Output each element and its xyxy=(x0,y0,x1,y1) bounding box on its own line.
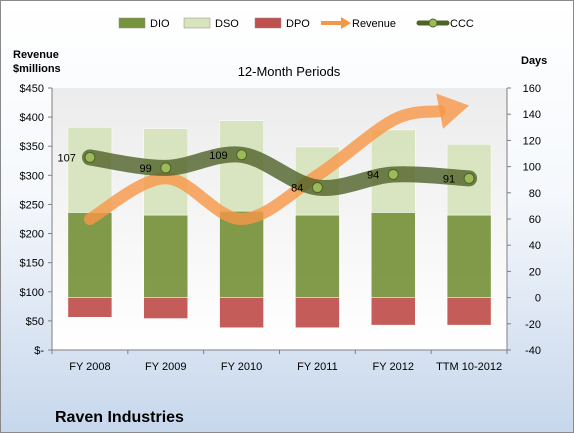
legend-label-dpo: DPO xyxy=(286,18,310,30)
right-tick-label-9: 140 xyxy=(523,109,541,121)
ccc-label-2: 109 xyxy=(209,150,227,162)
legend: DIO DSO DPO Revenue CCC xyxy=(118,17,474,30)
bar-dio-2 xyxy=(219,210,264,298)
revenue-line xyxy=(83,105,446,226)
bar-dio-0 xyxy=(67,212,113,298)
left-tick-label-8: $400 xyxy=(20,112,44,124)
right-tick-label-6: 80 xyxy=(529,188,541,200)
legend-label-dio: DIO xyxy=(150,18,170,30)
left-tick-label-7: $350 xyxy=(20,141,44,153)
right-tick-label-1: -20 xyxy=(525,319,541,331)
legend-label-revenue: Revenue xyxy=(352,18,396,30)
bar-dio-3 xyxy=(295,214,340,298)
legend-swatch-dso xyxy=(183,17,211,29)
left-tick-label-9: $450 xyxy=(20,83,44,95)
lines-layer: 107 99 109 84 94 91 xyxy=(58,93,478,226)
ccc-label-4: 94 xyxy=(367,169,379,181)
x-tick-label-5: TTM 10-2012 xyxy=(436,361,502,373)
right-tick-label-3: 20 xyxy=(529,266,541,278)
left-tick-label-1: $50 xyxy=(26,316,44,328)
bar-dpo-2 xyxy=(219,297,264,328)
legend-arrow-head xyxy=(341,17,351,29)
legend-swatch-dpo xyxy=(254,17,282,29)
x-tick-label-3: FY 2011 xyxy=(297,361,338,373)
right-tick-label-10: 160 xyxy=(523,83,541,95)
revenue-arrow-head xyxy=(436,93,470,129)
chart-title: 12-Month Periods xyxy=(238,64,341,79)
bar-dpo-4 xyxy=(371,297,416,326)
ccc-label-5: 91 xyxy=(443,173,455,185)
bar-dio-1 xyxy=(143,214,188,298)
right-tick-label-7: 100 xyxy=(523,162,541,174)
bar-dpo-5 xyxy=(446,297,492,326)
ccc-label-1: 99 xyxy=(140,163,152,175)
bar-dso-0 xyxy=(67,127,113,213)
x-tick-label-1: FY 2009 xyxy=(145,361,186,373)
bar-dio-5 xyxy=(446,214,492,298)
left-tick-label-6: $300 xyxy=(20,170,44,182)
left-tick-label-2: $100 xyxy=(20,287,44,299)
right-tick-label-5: 60 xyxy=(529,214,541,226)
ccc-label-0: 107 xyxy=(58,152,76,164)
plot-area xyxy=(52,88,507,350)
axes-layer: $- $50 $100 $150 $200 $250 $300 $350 $400 $450 -40… xyxy=(20,83,541,373)
legend-label-dso: DSO xyxy=(215,18,239,30)
right-tick-label-2: 0 xyxy=(535,293,541,305)
x-tick-label-0: FY 2008 xyxy=(69,361,110,373)
ccc-point-3 xyxy=(311,182,323,194)
x-tick-label-4: FY 2012 xyxy=(373,361,414,373)
left-tick-label-5: $250 xyxy=(20,199,44,211)
right-axis-title: Days xyxy=(521,55,547,67)
right-tick-label-8: 120 xyxy=(523,135,541,147)
ccc-label-3: 84 xyxy=(291,183,303,195)
legend-swatch-dio xyxy=(118,17,146,29)
x-tick-label-2: FY 2010 xyxy=(221,361,262,373)
left-tick-label-0: $- xyxy=(34,345,44,357)
left-tick-label-3: $150 xyxy=(20,258,44,270)
left-axis-title-line2: $millions xyxy=(13,63,61,75)
right-tick-label-0: -40 xyxy=(525,345,541,357)
ccc-point-0 xyxy=(84,151,96,163)
bar-dpo-0 xyxy=(67,297,113,318)
ccc-line xyxy=(81,146,478,197)
company-name: Raven Industries xyxy=(55,409,184,426)
right-tick-label-4: 40 xyxy=(529,240,541,252)
ccc-point-1 xyxy=(160,162,172,174)
legend-label-ccc: CCC xyxy=(450,18,474,30)
bar-dio-4 xyxy=(371,212,416,298)
ccc-point-2 xyxy=(236,149,248,161)
ccc-point-5 xyxy=(463,172,475,184)
bar-dpo-1 xyxy=(143,297,188,319)
left-axis-title-line1: Revenue xyxy=(13,49,59,61)
ccc-point-4 xyxy=(387,168,399,180)
bar-dpo-3 xyxy=(295,297,340,328)
legend-marker-ccc xyxy=(428,18,438,28)
left-tick-label-4: $200 xyxy=(20,229,44,241)
